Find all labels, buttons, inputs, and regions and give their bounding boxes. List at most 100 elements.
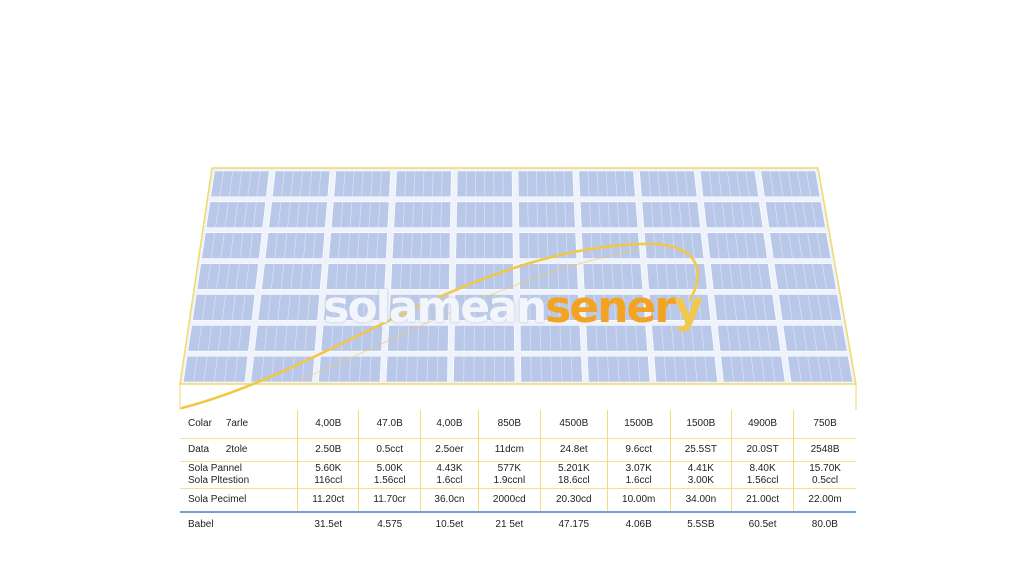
cell-stripe (337, 232, 341, 259)
cell-stripe (716, 232, 720, 259)
cell-stripe (397, 325, 400, 352)
cell-stripe (750, 356, 755, 383)
cell-stripe (778, 170, 784, 197)
cell-stripe (760, 356, 765, 383)
cell-stripe (345, 263, 348, 290)
cell-stripe (740, 201, 745, 228)
cell-stripe (812, 263, 818, 290)
cell-stripe (545, 201, 548, 228)
cell-line-2: 1.56ccl (373, 475, 406, 486)
table-cell: 4.41K 3.00K (669, 461, 732, 489)
cell-stripe (632, 294, 636, 321)
table-cell: 9.6cct (606, 438, 671, 462)
cell-stripe (407, 325, 410, 352)
cell-stripe (338, 356, 342, 383)
cell-stripe (663, 356, 667, 383)
cell-stripe (675, 170, 679, 197)
row-label-b: 2tole (225, 444, 248, 455)
cell-stripe (379, 170, 382, 197)
table-cell: 20.0ST (730, 438, 794, 462)
cell-line-2: 116ccl (314, 475, 343, 486)
cell-stripe (439, 232, 442, 259)
row-label-b: Sola Pltestion (188, 475, 250, 486)
cell-stripe (376, 232, 379, 259)
cell-stripe (827, 294, 833, 321)
cell-stripe (554, 170, 556, 197)
row-label-a: Sola Pannel (188, 463, 242, 474)
cell-stripe (797, 232, 803, 259)
table-cell: 80.0B (811, 519, 838, 530)
cell-stripe (421, 201, 424, 228)
cell-stripe (837, 356, 843, 383)
cell-stripe (729, 263, 734, 290)
cell-stripe (598, 201, 601, 228)
table-row: Babel 31.5et 4.575 10.5et 21 5et 47.175 … (180, 512, 856, 537)
cell-stripe (267, 294, 272, 321)
cell-stripe (600, 232, 603, 259)
cell-stripe (359, 201, 362, 228)
cell-stripe (429, 263, 431, 290)
cell-stripe (812, 325, 818, 352)
cell-stripe (197, 325, 203, 352)
cell-stripe (280, 263, 285, 290)
cell-stripe (277, 294, 281, 321)
table-cell: 5.201K 18.6ccl (539, 461, 608, 489)
cell-stripe (243, 201, 248, 228)
cell-stripe (730, 356, 735, 383)
cell-stripe (756, 325, 761, 352)
cell-stripe (690, 325, 695, 352)
cell-stripe (792, 325, 798, 352)
cell-stripe (555, 201, 557, 228)
cell-stripe (297, 294, 301, 321)
cell-stripe (340, 325, 344, 352)
table-cell: 25.5ST (669, 438, 732, 462)
cell-stripe (410, 232, 413, 259)
table-cell: 4.43K 1.6ccl (420, 461, 479, 489)
cell-stripe (749, 201, 754, 228)
cell-stripe (740, 356, 745, 383)
cell-stripe (665, 263, 669, 290)
cell-stripe (666, 170, 670, 197)
cell-stripe (294, 325, 298, 352)
cell-stripe (281, 170, 285, 197)
cell-stripe (274, 325, 278, 352)
cell-stripe (614, 170, 618, 197)
cell-stripe (556, 232, 559, 259)
cell-stripe (787, 170, 793, 197)
cell-stripe (567, 263, 569, 290)
cell-stripe (605, 170, 609, 197)
cell-stripe (219, 170, 225, 197)
cell-stripe (537, 232, 539, 259)
table-cell: 4,00B (420, 410, 479, 439)
cell-stripe (681, 232, 686, 259)
cell-stripe (357, 232, 360, 259)
cell-stripe (287, 201, 291, 228)
cell-stripe (708, 170, 713, 197)
cell-stripe (348, 356, 352, 383)
cell-stripe (700, 325, 705, 352)
cell-stripe (678, 294, 682, 321)
row-label-a: Data (188, 444, 210, 455)
table-cell: 22.00m (793, 488, 856, 512)
cell-stripe (570, 356, 573, 383)
cell-stripe (723, 294, 728, 321)
cell-stripe (215, 201, 220, 228)
cell-stripe (615, 325, 618, 352)
cell-stripe (377, 201, 381, 228)
table-cell: 4.06B (625, 519, 652, 530)
cell-stripe (362, 294, 366, 321)
cell-stripe (207, 325, 212, 352)
cell-stripe (717, 170, 722, 197)
cell-stripe (308, 170, 313, 197)
cell-stripe (660, 201, 664, 228)
cell-stripe (832, 325, 838, 352)
cell-stripe (546, 232, 549, 259)
cell-stripe (802, 325, 808, 352)
cell-stripe (797, 294, 803, 321)
cell-line-2: 18.6ccl (557, 475, 590, 486)
cell-stripe (822, 325, 828, 352)
cell-line-1: 5.00K (376, 463, 403, 474)
table-cell: 11dcm (477, 438, 541, 462)
cell-stripe (247, 170, 252, 197)
cell-stripe (220, 232, 225, 259)
